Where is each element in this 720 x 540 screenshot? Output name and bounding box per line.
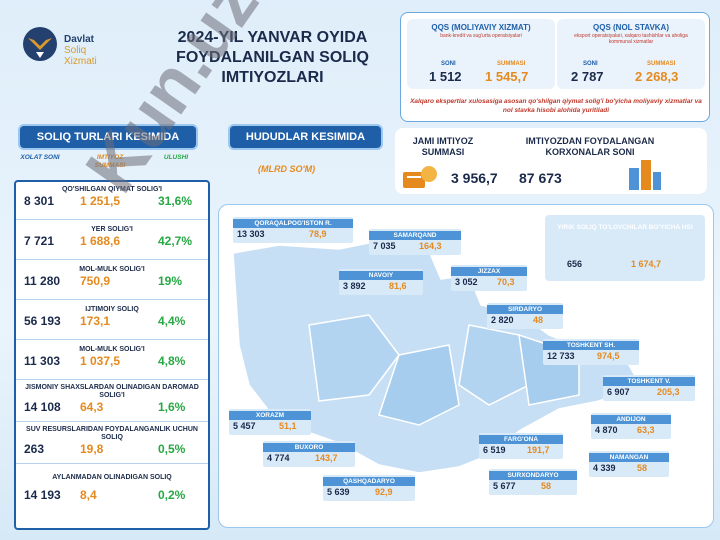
total-sum-label: JAMI IMTIYOZ SUMMASI <box>412 136 474 157</box>
col-share-header: ULUSHI <box>163 154 189 161</box>
qqs-zero-sum: 2 268,3 <box>635 69 679 84</box>
qqs-zero-count: 2 787 <box>571 69 604 84</box>
companies-count-value: 87 673 <box>519 170 562 186</box>
region-andijan: ANDIJON 4 870 63,3 <box>591 413 671 439</box>
qqs-financial-box: QQS (MOLIYAVIY XIZMAT) bank-kredit va su… <box>407 19 555 89</box>
region-map-panel: QORAQALPOG'ISTON R. 13 303 78,9 SAMARQAND 7… <box>218 204 714 528</box>
tax-item-vat: QO'SHILGAN QIYMAT SOLIG'I 8 301 1 251,5 31… <box>24 186 193 208</box>
logo-line3: Xizmati <box>64 56 97 67</box>
region-kashkadarya: QASHQADARYO 5 639 92,9 <box>323 475 415 501</box>
buildings-icon <box>629 160 661 190</box>
qqs-zero-count-label: SONI <box>583 61 598 67</box>
large-taxpayers-sum: 1 674,7 <box>631 259 662 269</box>
qqs-financial-title: QQS (MOLIYAVIY XIZMAT) <box>431 23 531 32</box>
tax-item-social: IJTIMOIY SOLIQ 56 193 173,1 4,4% <box>24 306 186 328</box>
tax-section-header: SOLIQ TURLARI KESIMIDA <box>18 124 198 150</box>
region-tashkent-city: TOSHKENT SH. 12 733 974,5 <box>543 339 639 365</box>
region-tashkent-region: TOSHKENT V. 6 907 205,3 <box>603 375 695 401</box>
logo-line1: Davlat <box>64 34 95 45</box>
tax-list: QO'SHILGAN QIYMAT SOLIG'I 8 301 1 251,5 31… <box>14 180 210 530</box>
region-surkhandarya: SURXONDARYO 5 677 58 <box>489 469 577 495</box>
qqs-zero-title: QQS (NOL STAVKA) <box>593 23 669 32</box>
qqs-zero-rate-box: QQS (NOL STAVKA) eksport operatsiyalari,… <box>557 19 705 89</box>
tax-item-income: JISMONIY SHAXSLARDAN OLINADIGAN DAROMAD … <box>24 384 199 414</box>
page-title: 2024-YIL YANVAR OYIDA FOYDALANILGAN SOLI… <box>176 29 369 86</box>
qqs-financial-sum: 1 545,7 <box>485 69 529 84</box>
tax-item-property-2: MOL-MULK SOLIG'I 11 303 1 037,5 4,8% <box>24 346 186 368</box>
qqs-zero-sub: eksport operatsiyalari, xalqaro tashishl… <box>574 33 688 45</box>
tax-item-property: MOL-MULK SOLIG'I 11 280 750,9 19% <box>24 266 183 288</box>
col-count-header: XOLAT SONI <box>20 154 60 161</box>
large-taxpayers-count: 656 <box>567 259 583 269</box>
region-namangan: NAMANGAN 4 339 58 <box>589 451 669 477</box>
companies-count-label: IMTIYOZDAN FOYDALANGAN KORXONALAR SONI <box>525 136 655 157</box>
qqs-financial-sub: bank-kredit va sug'urta operatsiyalari <box>440 33 522 39</box>
tax-item-land: YER SOLIG'I 7 721 1 688,6 42,7% <box>24 226 193 248</box>
region-karakalpakstan: QORAQALPOG'ISTON R. 13 303 78,9 <box>233 217 353 243</box>
logo-line2: Soliq <box>64 45 87 56</box>
money-icon <box>403 166 437 188</box>
region-navoi: NAVOIY 3 892 81,6 <box>339 269 423 295</box>
tax-item-water: SUV RESURSLARIDAN FOYDALANGANLIK UCHUN S… <box>24 426 198 456</box>
qqs-financial-sum-label: SUMMASI <box>497 61 526 67</box>
eagle-icon <box>23 27 57 61</box>
qqs-zero-sum-label: SUMMASI <box>647 61 676 67</box>
region-samarkand: SAMARQAND 7 035 164,3 <box>369 229 461 255</box>
region-jizzakh: JIZZAX 3 052 70,3 <box>451 265 527 291</box>
unit-label: (MLRD SO'M) <box>258 164 316 174</box>
tax-item-turnover: AYLANMADAN OLINADIGAN SOLIQ 14 193 8,4 0,2… <box>24 474 186 502</box>
region-syrdarya: SIRDARYO 2 820 48 <box>487 303 563 329</box>
col-sum-header: IMTIYOZ SUMMASI <box>94 154 126 169</box>
qqs-financial-count: 1 512 <box>429 69 462 84</box>
qqs-financial-count-label: SONI <box>441 61 456 67</box>
region-section-header: HUDUDLAR KESIMIDA <box>228 124 383 150</box>
total-sum-value: 3 956,7 <box>451 170 498 186</box>
region-fergana: FARG'ONA 6 519 191,7 <box>479 433 563 459</box>
large-taxpayers-label: YIRIK SOLIQ TO'LOVCHILAR BO'YICHA HSI <box>557 224 693 231</box>
region-khorezm: XORAZM 5 457 51,1 <box>229 409 311 435</box>
total-summary: JAMI IMTIYOZ SUMMASI 3 956,7 IMTIYOZDAN … <box>395 128 707 194</box>
region-bukhara: BUXORO 4 774 143,7 <box>263 441 355 467</box>
qqs-panel: QQS (MOLIYAVIY XIZMAT) bank-kredit va su… <box>400 12 710 122</box>
logo: Davlat Soliq Xizmati <box>22 22 142 72</box>
large-taxpayers-box: YIRIK SOLIQ TO'LOVCHILAR BO'YICHA HSI 65… <box>545 215 705 281</box>
note-text: Xalqaro ekspertlar xulosasiga asosan qo'… <box>410 98 702 114</box>
